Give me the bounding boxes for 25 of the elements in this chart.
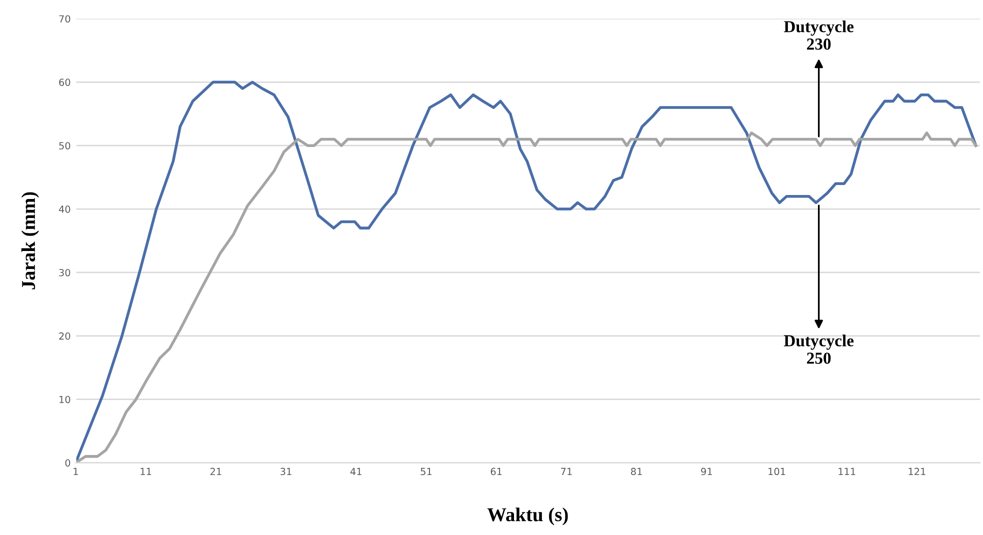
y-axis-title: Jarak (mm)	[21, 192, 40, 290]
x-tick-label: 11	[140, 468, 152, 476]
y-tick-label: 0	[65, 459, 70, 467]
x-tick-label: 71	[561, 468, 572, 476]
x-tick-label: 61	[490, 468, 502, 476]
x-tick-label: 41	[350, 468, 362, 476]
annotation: Dutycycle 230	[784, 20, 854, 50]
annotation: Dutycycle 250	[784, 334, 854, 364]
y-tick-label: 50	[59, 142, 70, 150]
y-tick-label: 60	[59, 78, 70, 86]
x-tick-label: 51	[420, 468, 432, 476]
y-tick-label: 70	[59, 15, 70, 23]
y-tick-label: 40	[58, 206, 70, 213]
y-tick-label: 20	[59, 332, 70, 340]
y-tick-label: 10	[60, 396, 70, 404]
x-tick-label: 101	[768, 468, 786, 476]
x-tick-label: 81	[631, 468, 642, 476]
x-tick-label: 121	[908, 468, 926, 476]
x-tick-label: 1	[74, 468, 78, 476]
y-tick-label: 30	[59, 268, 70, 276]
x-tick-label: 111	[838, 468, 856, 476]
x-tick-label: 91	[701, 468, 712, 476]
x-tick-label: 31	[280, 468, 292, 476]
x-axis-title: Waktu (s)	[487, 508, 568, 526]
x-tick-label: 21	[210, 468, 222, 476]
